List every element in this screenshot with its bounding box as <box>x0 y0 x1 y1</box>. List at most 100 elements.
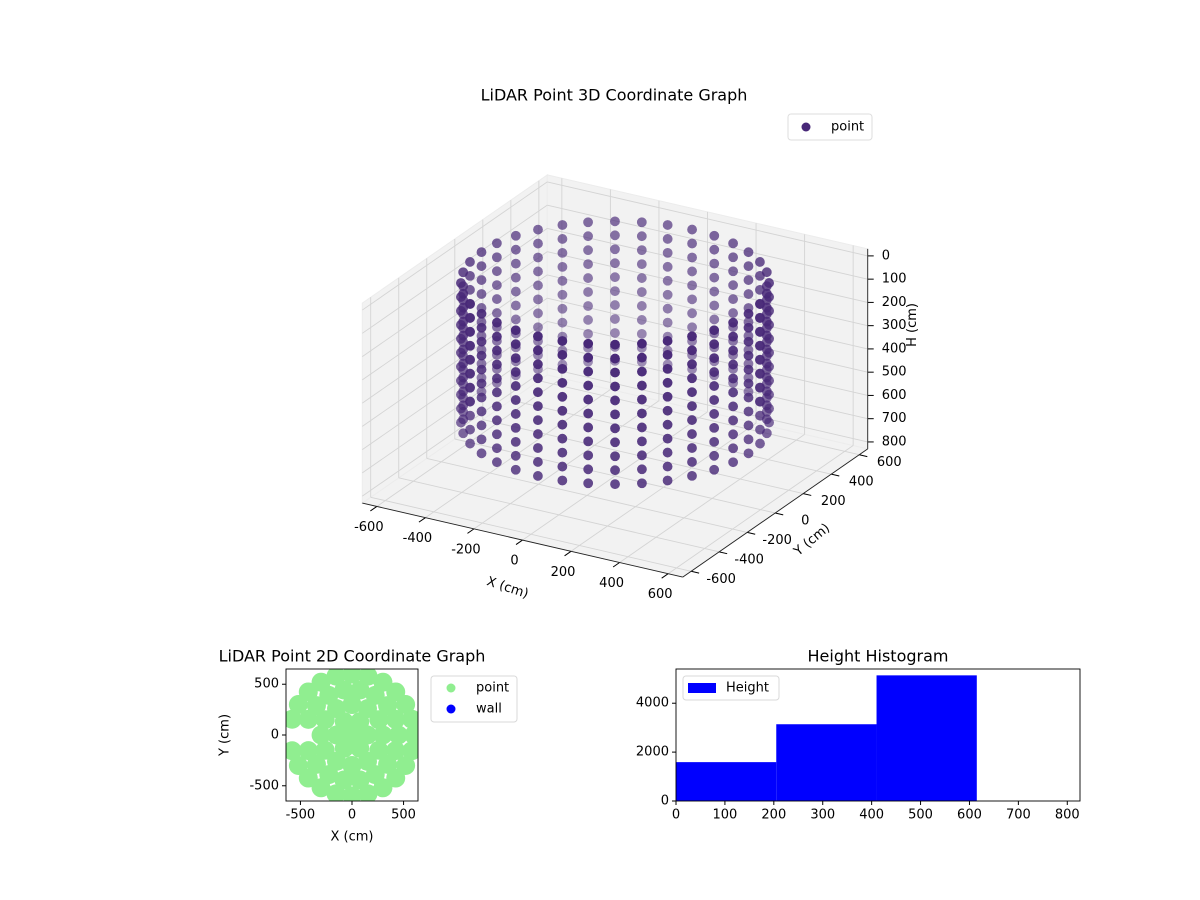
point <box>456 278 466 288</box>
point <box>662 447 673 458</box>
point <box>662 317 673 328</box>
point <box>557 461 568 472</box>
x-tick <box>564 550 572 557</box>
point <box>557 336 568 346</box>
bar <box>676 762 777 801</box>
point <box>662 377 673 388</box>
x-tick-label: 300 <box>810 808 835 823</box>
point <box>610 465 620 476</box>
point <box>755 327 765 337</box>
point <box>662 363 673 374</box>
point <box>476 420 487 431</box>
point <box>557 475 568 486</box>
point <box>315 710 335 730</box>
point <box>465 327 475 337</box>
point <box>687 238 697 249</box>
point <box>350 680 370 700</box>
point <box>476 261 487 271</box>
y-tick-label: 200 <box>821 494 846 509</box>
legend-marker <box>801 122 811 132</box>
point <box>510 450 521 461</box>
point <box>583 352 594 363</box>
point <box>709 258 720 269</box>
point <box>557 433 568 444</box>
point <box>728 266 738 277</box>
point <box>533 238 543 249</box>
point <box>491 280 502 291</box>
point <box>510 272 521 283</box>
point <box>465 368 475 379</box>
point <box>662 289 673 300</box>
point <box>687 280 697 291</box>
point <box>533 252 543 263</box>
point <box>709 230 720 241</box>
x-tick-label: -200 <box>451 542 481 557</box>
point <box>476 275 487 285</box>
grid-line <box>362 181 548 311</box>
point <box>755 396 765 407</box>
point <box>402 709 418 729</box>
z-tick-label: 700 <box>882 411 907 426</box>
point <box>491 308 502 318</box>
chart-title: LiDAR Point 3D Coordinate Graph <box>481 86 748 105</box>
point <box>610 300 620 310</box>
point <box>476 308 487 319</box>
point <box>755 410 765 421</box>
point <box>533 322 543 333</box>
point <box>662 303 673 314</box>
point <box>533 280 543 291</box>
x-tick <box>515 539 523 545</box>
point <box>637 338 647 349</box>
point <box>557 275 568 286</box>
point <box>510 300 521 311</box>
point <box>636 315 647 325</box>
point <box>510 314 521 325</box>
y-tick-label: 600 <box>877 455 902 470</box>
x-tick-label: 600 <box>648 587 673 602</box>
point <box>728 280 738 291</box>
point <box>492 345 502 356</box>
point <box>583 259 593 270</box>
point <box>311 725 331 745</box>
plot-area <box>286 669 418 801</box>
point <box>728 401 739 412</box>
point <box>743 322 754 333</box>
point <box>533 294 543 305</box>
y-tick <box>831 473 840 477</box>
point <box>755 299 765 309</box>
legend-label: wall <box>476 702 502 717</box>
point <box>687 266 697 277</box>
point <box>510 436 521 447</box>
point <box>728 331 739 342</box>
point <box>610 286 620 297</box>
point <box>583 380 594 391</box>
point <box>636 287 647 297</box>
point <box>709 339 720 350</box>
legend-marker <box>688 683 716 693</box>
point <box>709 314 720 325</box>
x-tick-label: -600 <box>354 520 384 535</box>
point <box>492 401 502 412</box>
point <box>743 308 754 319</box>
point <box>557 234 568 244</box>
point <box>755 438 765 449</box>
point <box>342 669 362 684</box>
point <box>610 244 620 255</box>
point <box>465 299 475 309</box>
point <box>743 261 754 272</box>
point <box>583 287 593 297</box>
point <box>369 740 389 760</box>
point <box>396 755 416 775</box>
x-tick <box>467 528 475 534</box>
point <box>610 395 620 406</box>
point <box>476 392 487 403</box>
point <box>465 354 475 365</box>
point <box>583 245 593 256</box>
z-tick-label: 800 <box>882 434 907 449</box>
point <box>583 436 594 447</box>
point <box>510 353 521 364</box>
point <box>610 258 620 269</box>
point <box>583 231 593 242</box>
point <box>510 244 521 255</box>
point <box>637 352 647 363</box>
